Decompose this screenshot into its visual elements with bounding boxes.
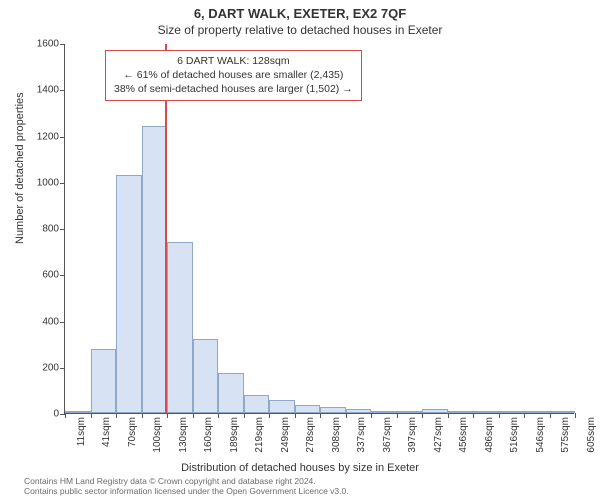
y-tick-label: 1600 (37, 39, 65, 50)
x-tick (473, 413, 474, 418)
histogram-bar (320, 407, 346, 413)
annotation-box: 6 DART WALK: 128sqm← 61% of detached hou… (105, 50, 362, 101)
x-tick-label: 160sqm (203, 417, 214, 453)
page-title: 6, DART WALK, EXETER, EX2 7QF (0, 0, 600, 21)
x-tick-label: 575sqm (560, 417, 571, 453)
x-tick-label: 337sqm (356, 417, 367, 453)
x-tick (550, 413, 551, 418)
x-tick (320, 413, 321, 418)
x-tick (269, 413, 270, 418)
x-tick (142, 413, 143, 418)
x-tick-label: 456sqm (458, 417, 469, 453)
histogram-bar (524, 411, 550, 413)
y-tick-label: 0 (53, 409, 65, 420)
x-tick (346, 413, 347, 418)
histogram-bar (218, 373, 244, 413)
x-tick-label: 367sqm (382, 417, 393, 453)
x-tick (524, 413, 525, 418)
x-tick-label: 486sqm (484, 417, 495, 453)
histogram-bar (346, 409, 372, 413)
x-tick (575, 413, 576, 418)
plot-area: 0200400600800100012001400160011sqm41sqm7… (64, 44, 574, 414)
y-tick-label: 1200 (37, 131, 65, 142)
footer-line-1: Contains HM Land Registry data © Crown c… (24, 476, 349, 486)
annotation-line-3: 38% of semi-detached houses are larger (… (114, 82, 353, 96)
histogram-bar (550, 411, 576, 413)
y-axis-title: Number of detached properties (14, 92, 26, 244)
x-tick-label: 100sqm (152, 417, 163, 453)
histogram-bar (499, 411, 525, 413)
y-tick-label: 1000 (37, 177, 65, 188)
x-tick-label: 219sqm (254, 417, 265, 453)
histogram-bar (244, 395, 270, 414)
x-tick-label: 70sqm (127, 417, 138, 447)
chart-container: 6, DART WALK, EXETER, EX2 7QF Size of pr… (0, 0, 600, 500)
x-tick-label: 249sqm (280, 417, 291, 453)
x-tick-label: 11sqm (76, 417, 87, 446)
x-tick-label: 130sqm (178, 417, 189, 453)
x-tick (448, 413, 449, 418)
x-tick (499, 413, 500, 418)
histogram-bar (91, 349, 117, 413)
x-tick (193, 413, 194, 418)
y-tick-label: 600 (42, 270, 65, 281)
histogram-bar (422, 409, 448, 413)
histogram-bar (193, 339, 219, 413)
annotation-line-2: ← 61% of detached houses are smaller (2,… (114, 68, 353, 82)
histogram-bar (397, 411, 423, 413)
y-tick-label: 800 (42, 224, 65, 235)
x-tick (218, 413, 219, 418)
x-tick (167, 413, 168, 418)
histogram-bar (371, 411, 397, 413)
x-tick-label: 278sqm (305, 417, 316, 453)
x-tick-label: 427sqm (433, 417, 444, 453)
x-tick-label: 397sqm (407, 417, 418, 453)
footer-line-2: Contains public sector information licen… (24, 486, 349, 496)
x-tick (371, 413, 372, 418)
y-tick-label: 400 (42, 316, 65, 327)
histogram-bar (116, 175, 142, 413)
histogram-bar (295, 405, 321, 413)
x-tick-label: 189sqm (229, 417, 240, 453)
x-tick (244, 413, 245, 418)
x-tick (397, 413, 398, 418)
x-tick-label: 605sqm (586, 417, 597, 453)
y-tick-label: 200 (42, 362, 65, 373)
page-subtitle: Size of property relative to detached ho… (0, 21, 600, 37)
histogram-bar (473, 411, 499, 413)
annotation-line-1: 6 DART WALK: 128sqm (114, 54, 353, 68)
histogram-bar (167, 242, 193, 413)
histogram-bar (448, 411, 474, 413)
histogram-bar (269, 400, 295, 413)
x-tick (116, 413, 117, 418)
x-tick (295, 413, 296, 418)
plot-area-wrap: 0200400600800100012001400160011sqm41sqm7… (64, 44, 574, 414)
x-axis-title: Distribution of detached houses by size … (0, 462, 600, 474)
footer-text: Contains HM Land Registry data © Crown c… (24, 476, 349, 496)
x-tick-label: 41sqm (101, 417, 112, 447)
x-tick (422, 413, 423, 418)
x-tick-label: 516sqm (509, 417, 520, 453)
x-tick (65, 413, 66, 418)
x-tick-label: 546sqm (535, 417, 546, 453)
histogram-bar (142, 126, 168, 413)
x-tick (91, 413, 92, 418)
y-tick-label: 1400 (37, 85, 65, 96)
x-tick-label: 308sqm (331, 417, 342, 453)
histogram-bar (65, 411, 91, 413)
